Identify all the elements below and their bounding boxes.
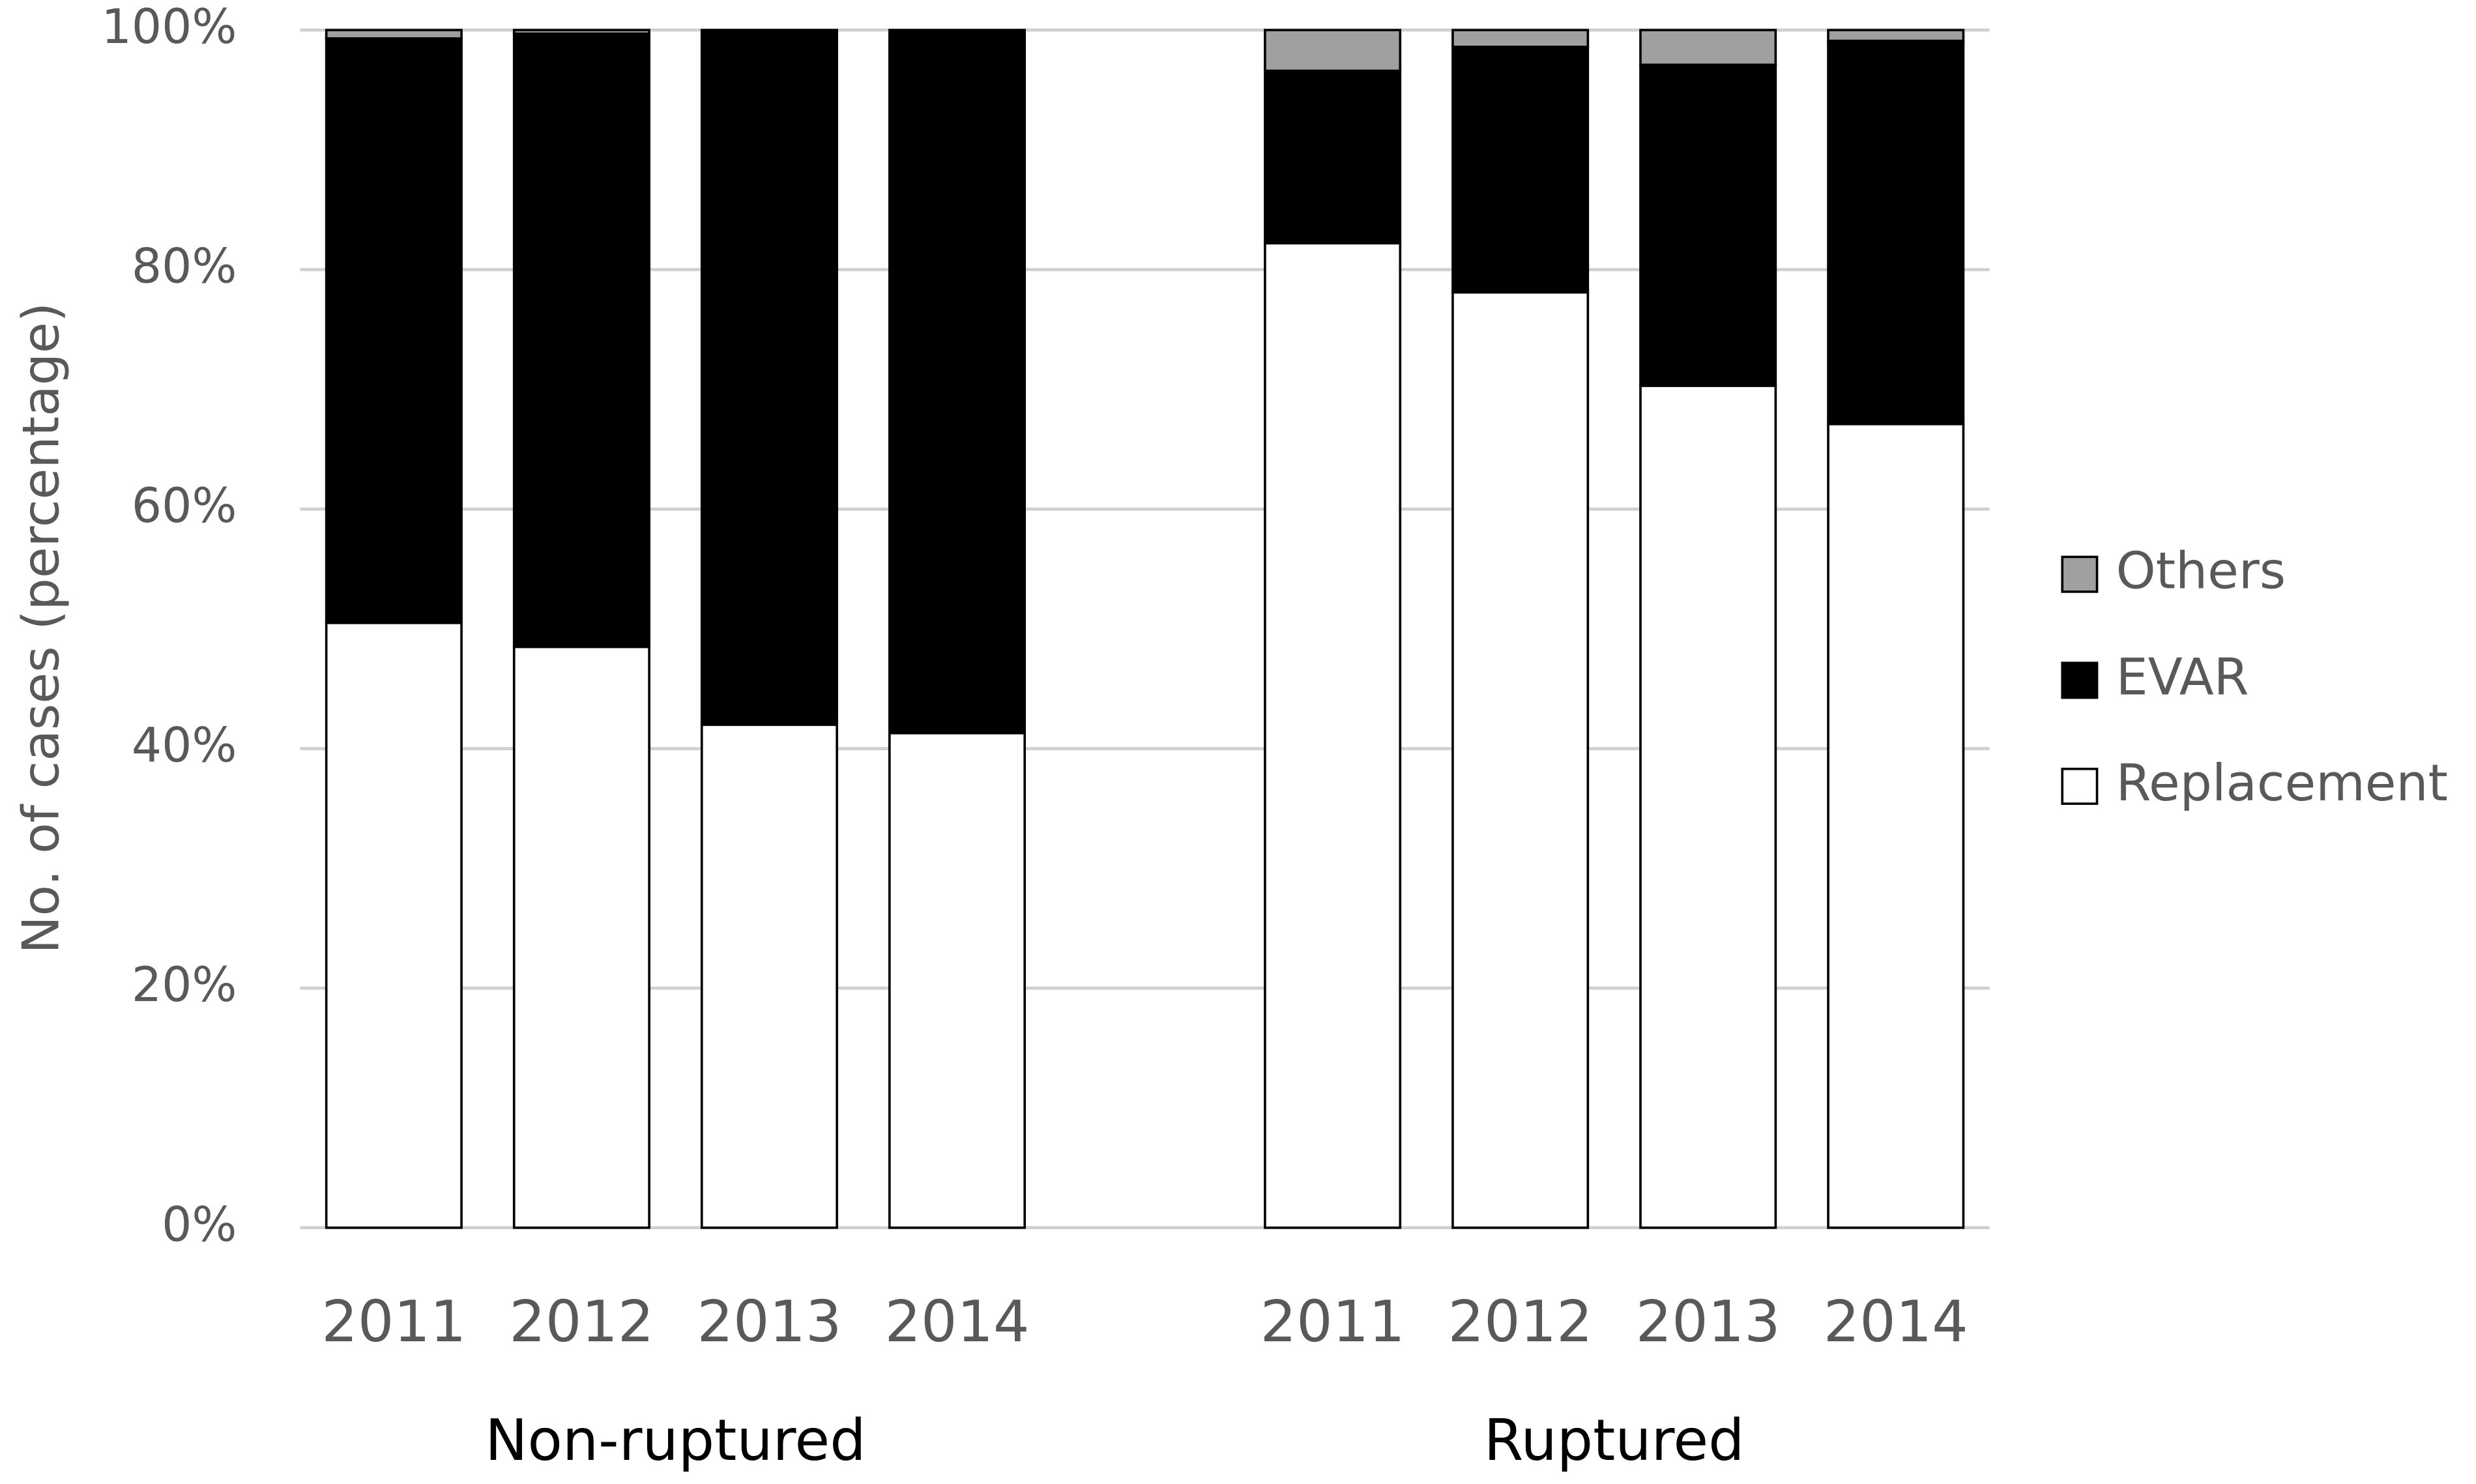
bar-segment xyxy=(1639,63,1777,387)
bar-segment xyxy=(1451,46,1590,294)
x-tick-label: 2013 xyxy=(1636,1288,1781,1355)
legend-swatch xyxy=(2061,767,2099,805)
bar-segment xyxy=(700,31,838,726)
y-tick-label: 20% xyxy=(132,957,237,1013)
x-tick-label: 2014 xyxy=(1824,1288,1968,1355)
group-label: Ruptured xyxy=(1484,1407,1745,1474)
bar-segment xyxy=(1264,29,1402,72)
bar-segment xyxy=(325,621,463,1229)
legend-label: EVAR xyxy=(2116,648,2249,706)
y-tick-label: 80% xyxy=(132,239,237,295)
bar-segment xyxy=(1451,291,1590,1229)
x-tick-label: 2011 xyxy=(321,1288,466,1355)
y-axis-title: No. of cases (percentage) xyxy=(12,302,70,954)
bar-segment xyxy=(1639,29,1777,66)
bar-segment xyxy=(700,723,838,1229)
bar-segment xyxy=(1827,39,1965,426)
bar-segment xyxy=(1264,242,1402,1229)
x-tick-label: 2013 xyxy=(697,1288,841,1355)
y-tick-label: 0% xyxy=(162,1197,237,1253)
bar-segment xyxy=(888,731,1027,1229)
legend-label: Replacement xyxy=(2116,754,2448,813)
bar-segment xyxy=(512,32,650,648)
bar-segment xyxy=(1639,385,1777,1229)
bar-segment xyxy=(1827,29,1965,42)
bar-segment xyxy=(888,29,1027,735)
y-tick-label: 60% xyxy=(132,478,237,534)
y-tick-label: 100% xyxy=(102,0,237,55)
bar-segment xyxy=(512,29,650,35)
x-tick-label: 2012 xyxy=(509,1288,654,1355)
legend-swatch xyxy=(2061,555,2099,593)
x-tick-label: 2014 xyxy=(885,1288,1030,1355)
legend-swatch xyxy=(2061,662,2099,699)
bar-segment xyxy=(325,29,463,40)
bar-segment xyxy=(1451,29,1590,48)
bar-segment xyxy=(512,645,650,1229)
bar-segment xyxy=(700,29,838,34)
bar-segment xyxy=(1827,422,1965,1229)
bar-segment xyxy=(325,37,463,624)
group-label: Non-ruptured xyxy=(485,1407,866,1474)
legend-label: Others xyxy=(2116,542,2286,601)
x-tick-label: 2011 xyxy=(1260,1288,1405,1355)
x-tick-label: 2012 xyxy=(1448,1288,1593,1355)
y-tick-label: 40% xyxy=(132,718,237,774)
bar-segment xyxy=(1264,69,1402,245)
